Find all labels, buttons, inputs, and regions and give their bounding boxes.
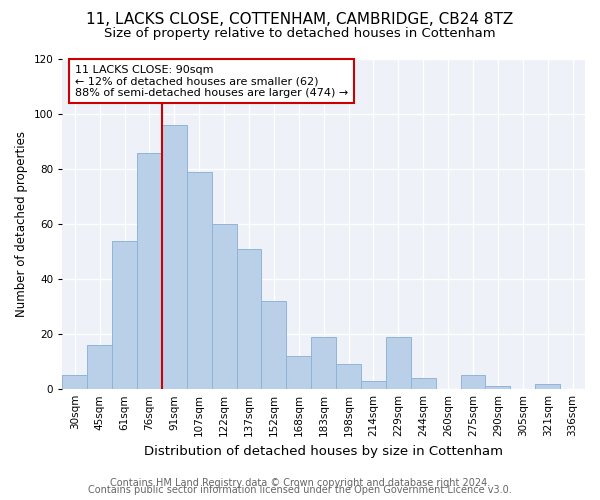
Text: 11 LACKS CLOSE: 90sqm
← 12% of detached houses are smaller (62)
88% of semi-deta: 11 LACKS CLOSE: 90sqm ← 12% of detached … — [75, 64, 348, 98]
Text: Contains HM Land Registry data © Crown copyright and database right 2024.: Contains HM Land Registry data © Crown c… — [110, 478, 490, 488]
Bar — [212, 224, 236, 389]
Bar — [262, 301, 286, 389]
Bar — [137, 152, 162, 389]
Bar — [361, 381, 386, 389]
Bar — [535, 384, 560, 389]
Text: Size of property relative to detached houses in Cottenham: Size of property relative to detached ho… — [104, 28, 496, 40]
Bar — [62, 376, 87, 389]
Bar — [461, 376, 485, 389]
Bar — [236, 249, 262, 389]
Bar — [386, 337, 411, 389]
Bar — [485, 386, 511, 389]
Bar — [411, 378, 436, 389]
Bar — [286, 356, 311, 389]
Bar — [112, 240, 137, 389]
Bar — [87, 345, 112, 389]
Text: 11, LACKS CLOSE, COTTENHAM, CAMBRIDGE, CB24 8TZ: 11, LACKS CLOSE, COTTENHAM, CAMBRIDGE, C… — [86, 12, 514, 28]
X-axis label: Distribution of detached houses by size in Cottenham: Distribution of detached houses by size … — [144, 444, 503, 458]
Bar — [162, 125, 187, 389]
Y-axis label: Number of detached properties: Number of detached properties — [15, 131, 28, 317]
Bar — [311, 337, 336, 389]
Text: Contains public sector information licensed under the Open Government Licence v3: Contains public sector information licen… — [88, 485, 512, 495]
Bar — [187, 172, 212, 389]
Bar — [336, 364, 361, 389]
